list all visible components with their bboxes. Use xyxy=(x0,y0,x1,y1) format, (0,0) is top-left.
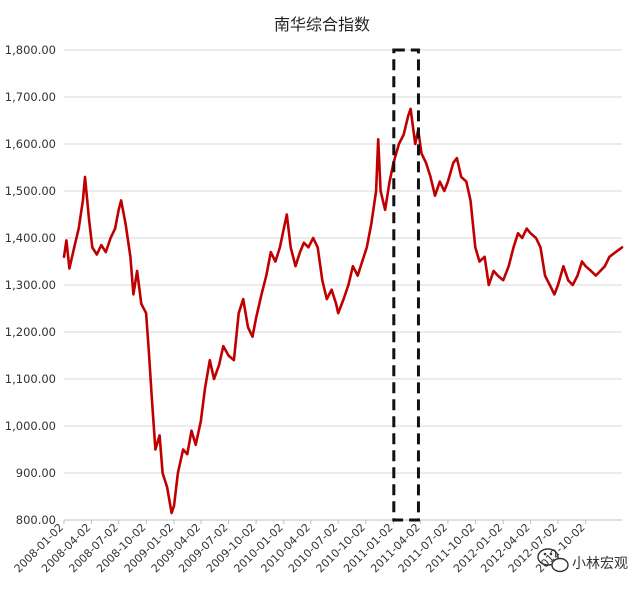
y-tick-label: 1,700.00 xyxy=(5,90,56,104)
watermark-text: 小林宏观 xyxy=(572,556,628,572)
wechat-icon xyxy=(537,548,569,573)
annotation-layer xyxy=(392,48,420,522)
y-tick-label: 1,800.00 xyxy=(5,43,56,57)
y-tick-label: 1,300.00 xyxy=(5,278,56,292)
chart-title: 南华综合指数 xyxy=(274,15,370,34)
y-axis-ticks: 800.00 900.00 1,000.00 1,100.00 1,200.00 1,30… xyxy=(5,43,56,527)
y-tick-label: 1,200.00 xyxy=(5,325,56,339)
series-line xyxy=(62,107,624,515)
y-tick-label: 1,000.00 xyxy=(5,419,56,433)
x-axis-ticks: 2008-01-022008-04-022008-07-022008-10-02… xyxy=(12,520,588,575)
y-tick-label: 1,600.00 xyxy=(5,137,56,151)
highlight-box xyxy=(392,48,420,522)
y-tick-label: 900.00 xyxy=(16,466,56,480)
y-tick-label: 800.00 xyxy=(16,513,56,527)
y-tick-label: 1,100.00 xyxy=(5,372,56,386)
y-tick-label: 1,500.00 xyxy=(5,184,56,198)
gridlines xyxy=(64,49,622,521)
y-tick-label: 1,400.00 xyxy=(5,231,56,245)
watermark: 小林宏观 xyxy=(537,548,628,573)
series-layer xyxy=(62,107,624,515)
